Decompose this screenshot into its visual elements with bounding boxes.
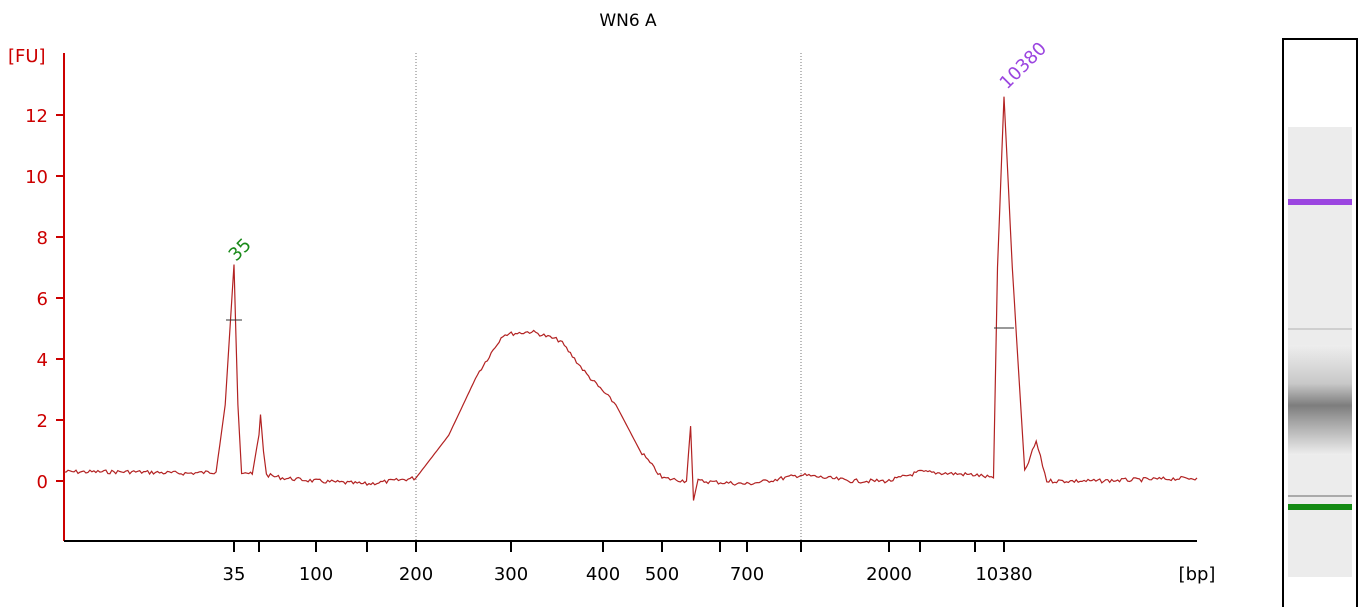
y-tick-label: 12 (25, 106, 48, 127)
y-tick-label: 2 (37, 411, 48, 432)
chart-title: WN6 A (599, 11, 657, 31)
gel-smear (1288, 345, 1352, 455)
x-tick-label: 200 (399, 564, 433, 585)
x-axis-label: [bp] (1179, 564, 1216, 585)
x-tick-label: 100 (299, 564, 333, 585)
x-tick-label: 35 (223, 564, 246, 585)
y-axis-label: [FU] (8, 46, 46, 67)
peak-labels: 35 10380 (225, 38, 1051, 265)
y-tick-label: 4 (37, 350, 48, 371)
y-tick-label: 8 (37, 228, 48, 249)
gel-band (1288, 504, 1352, 510)
gel-lane (1282, 38, 1358, 607)
x-tick-label: 10380 (975, 564, 1032, 585)
trace-line (63, 96, 1198, 501)
peak-label: 35 (225, 234, 256, 265)
x-ticks: 35 100 200 300 400 500 700 2000 10380 (223, 541, 1033, 585)
x-tick-label: 500 (645, 564, 679, 585)
peak-label: 10380 (996, 38, 1051, 93)
y-ticks: 0 2 4 6 8 10 12 (25, 106, 64, 493)
gel-band (1288, 199, 1352, 205)
y-tick-label: 10 (25, 167, 48, 188)
y-tick-label: 6 (37, 289, 48, 310)
y-tick-label: 0 (37, 472, 48, 493)
x-tick-label: 300 (494, 564, 528, 585)
x-tick-label: 2000 (866, 564, 912, 585)
x-tick-label: 700 (730, 564, 764, 585)
x-tick-label: 400 (586, 564, 620, 585)
trace-layer (63, 96, 1198, 501)
